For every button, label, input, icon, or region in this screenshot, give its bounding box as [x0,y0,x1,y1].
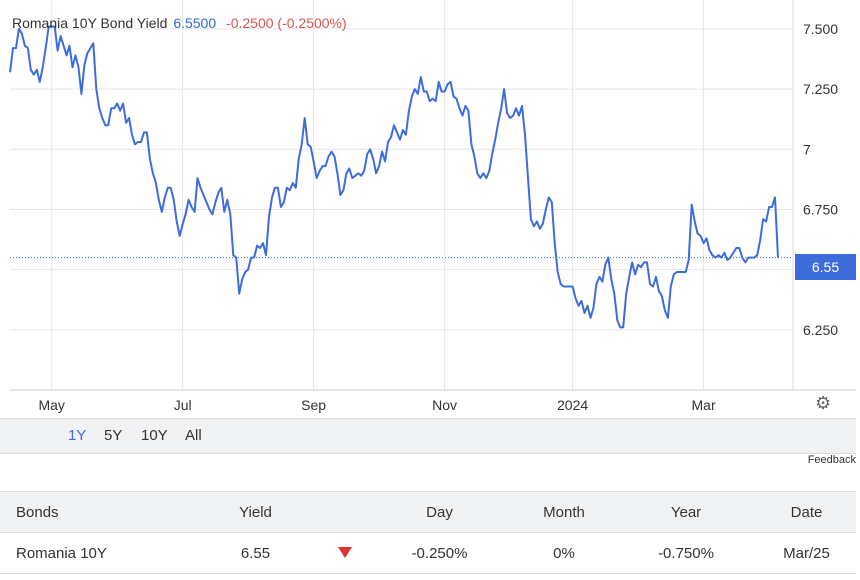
cell-year: -0.750% [615,532,757,574]
range-tab-all[interactable]: All [185,427,202,444]
col-bonds: Bonds [0,491,187,533]
chart-area: 6.2506.5006.75077.2507.500MayJulSepNov20… [9,0,856,413]
last-value-tag: 6.55 [795,254,856,280]
cell-month: 0% [513,532,615,574]
col-day: Day [366,491,513,533]
series-line [9,25,779,329]
y-tick-label: 7 [803,141,811,157]
feedback-link[interactable]: Feedback [807,454,856,466]
range-tab-1y[interactable]: 1Y [68,427,87,444]
cell-day: -0.250% [366,532,513,574]
range-tab-5y[interactable]: 5Y [104,427,123,444]
last-yield: 6.5500 [173,15,217,31]
col-month: Month [513,491,615,533]
x-tick-label: Jul [174,397,192,413]
yield-change: -0.2500 (-0.2500%) [226,15,347,31]
table-row[interactable]: Romania 10Y 6.55 -0.250% 0% -0.750% Mar/… [0,532,856,574]
col-year: Year [615,491,757,533]
col-date: Date [757,491,856,533]
cell-bond[interactable]: Romania 10Y [0,532,187,574]
col-yield: Yield [187,491,324,533]
range-selector: 1Y 5Y 10Y All [0,418,856,454]
y-tick-label: 7.500 [803,21,838,37]
x-tick-label: 2024 [557,397,588,413]
range-tab-10y[interactable]: 10Y [141,427,168,444]
cell-date: Mar/25 [757,532,856,574]
x-tick-label: Mar [692,397,716,413]
y-tick-label: 7.250 [803,81,838,97]
gear-icon[interactable]: ⚙ [815,393,832,413]
bond-name: Romania 10Y Bond Yield [12,15,168,31]
x-tick-label: Nov [432,397,457,413]
bonds-table: Bonds Yield Day Month Year Date Romania … [0,491,856,574]
down-arrow-icon [338,546,352,558]
y-tick-label: 6.750 [803,201,838,217]
y-tick-label: 6.250 [803,322,838,338]
cell-yield: 6.55 [187,532,324,574]
yield-chart: 6.2506.5006.75077.2507.500MayJulSepNov20… [9,0,856,413]
x-tick-label: May [38,397,64,413]
col-direction [324,491,366,533]
cell-direction [324,532,366,574]
chart-header: Romania 10Y Bond Yield 6.5500 -0.2500 (-… [12,15,347,31]
x-tick-label: Sep [301,397,326,413]
table-header-row: Bonds Yield Day Month Year Date [0,491,856,533]
